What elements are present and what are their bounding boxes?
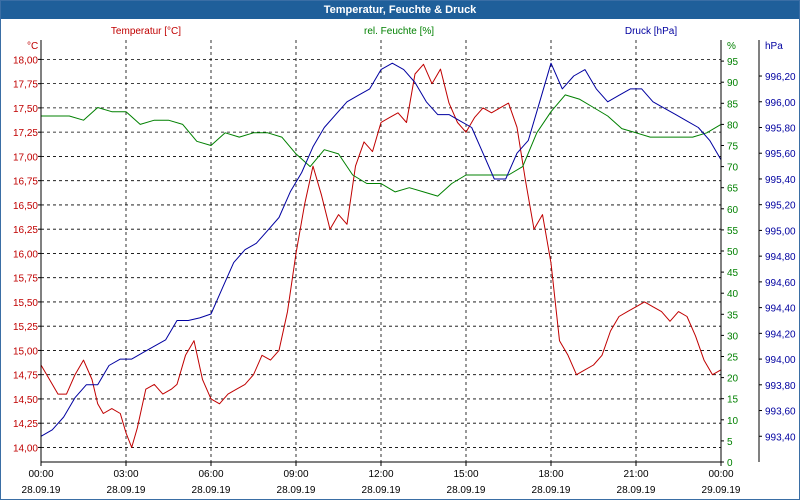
- hum-tick-label: 0: [727, 458, 733, 469]
- press-tick-label: 994,20: [765, 329, 796, 340]
- temp-tick-label: 16,00: [13, 249, 38, 260]
- temp-tick-label: 14,25: [13, 419, 38, 430]
- press-tick-label: 995,60: [765, 149, 796, 160]
- temp-tick-label: 16,75: [13, 177, 38, 188]
- press-tick-label: 995,20: [765, 201, 796, 212]
- series-line-temp: [40, 63, 722, 448]
- temp-tick-label: 16,25: [13, 225, 38, 236]
- hum-tick-label: 65: [727, 184, 739, 195]
- legend-press: Druck [hPa]: [625, 26, 677, 37]
- press-tick-label: 994,60: [765, 278, 796, 289]
- x-tick-time: 09:00: [283, 469, 308, 480]
- x-tick-date: 28.09.19: [107, 485, 146, 496]
- x-tick-time: 03:00: [113, 469, 138, 480]
- hum-tick-label: 55: [727, 226, 739, 237]
- press-tick-label: 994,40: [765, 304, 796, 315]
- press-tick-label: 995,00: [765, 226, 796, 237]
- x-tick-time: 15:00: [453, 469, 478, 480]
- grid-lines: [40, 40, 722, 462]
- hum-tick-label: 10: [727, 416, 739, 427]
- temp-tick-label: 17,00: [13, 152, 38, 163]
- temp-tick-label: 15,25: [13, 322, 38, 333]
- press-tick-label: 993,60: [765, 407, 796, 418]
- x-tick-time: 21:00: [623, 469, 648, 480]
- hum-tick-label: 50: [727, 247, 739, 258]
- hum-tick-label: 15: [727, 395, 739, 406]
- hum-tick-label: 30: [727, 331, 739, 342]
- series-line-press: [40, 62, 722, 437]
- hum-tick-label: 45: [727, 268, 739, 279]
- temp-tick-label: 17,75: [13, 80, 38, 91]
- x-tick-date: 28.09.19: [22, 485, 61, 496]
- axis-labels: 14,00 14,25 14,50 14,75 15,00 15,25 15,50 15,75…: [13, 26, 796, 496]
- hum-tick-label: 75: [727, 142, 739, 153]
- legend-temp: Temperatur [°C]: [111, 26, 181, 37]
- temp-tick-label: 15,00: [13, 346, 38, 357]
- temp-tick-label: 17,50: [13, 104, 38, 115]
- hum-tick-label: 90: [727, 78, 739, 89]
- x-tick-date: 28.09.19: [447, 485, 486, 496]
- hum-tick-label: 40: [727, 289, 739, 300]
- temp-tick-label: 15,75: [13, 274, 38, 285]
- x-tick-date: 28.09.19: [617, 485, 656, 496]
- hum-tick-label: 60: [727, 205, 739, 216]
- press-tick-label: 993,40: [765, 432, 796, 443]
- hum-tick-label: 85: [727, 99, 739, 110]
- hum-tick-label: 80: [727, 120, 739, 131]
- hum-tick-label: 20: [727, 374, 739, 385]
- x-tick-date: 28.09.19: [277, 485, 316, 496]
- hum-tick-label: 5: [727, 437, 733, 448]
- x-tick-date: 28.09.19: [192, 485, 231, 496]
- temp-unit: °C: [27, 41, 38, 52]
- press-tick-label: 994,00: [765, 355, 796, 366]
- temp-tick-label: 14,75: [13, 371, 38, 382]
- temp-tick-label: 14,50: [13, 395, 38, 406]
- temp-tick-label: 17,25: [13, 128, 38, 139]
- hum-tick-label: 70: [727, 163, 739, 174]
- window-title: Temperatur, Feuchte & Druck: [1, 1, 799, 19]
- press-tick-label: 996,20: [765, 72, 796, 83]
- press-unit: hPa: [765, 41, 783, 52]
- x-tick-date: 29.09.19: [702, 485, 741, 496]
- temp-tick-label: 16,50: [13, 201, 38, 212]
- hum-tick-label: 95: [727, 57, 739, 68]
- temp-tick-label: 18,00: [13, 55, 38, 66]
- temp-tick-label: 15,50: [13, 298, 38, 309]
- press-tick-label: 993,80: [765, 381, 796, 392]
- hum-tick-label: 35: [727, 310, 739, 321]
- x-tick-time: 18:00: [538, 469, 563, 480]
- x-tick-time: 06:00: [198, 469, 223, 480]
- axes: [38, 40, 762, 466]
- x-tick-date: 28.09.19: [532, 485, 571, 496]
- x-tick-time: 00:00: [708, 469, 733, 480]
- legend-hum: rel. Feuchte [%]: [364, 26, 434, 37]
- press-tick-label: 996,00: [765, 98, 796, 109]
- press-tick-label: 994,80: [765, 252, 796, 263]
- x-tick-time: 12:00: [368, 469, 393, 480]
- temp-tick-label: 14,00: [13, 443, 38, 454]
- press-tick-label: 995,40: [765, 175, 796, 186]
- hum-unit: %: [727, 41, 736, 52]
- series-lines: [40, 62, 722, 448]
- x-tick-time: 00:00: [28, 469, 53, 480]
- series-line-hum: [41, 94, 722, 197]
- hum-tick-label: 25: [727, 353, 739, 364]
- x-tick-date: 28.09.19: [362, 485, 401, 496]
- press-tick-label: 995,80: [765, 123, 796, 134]
